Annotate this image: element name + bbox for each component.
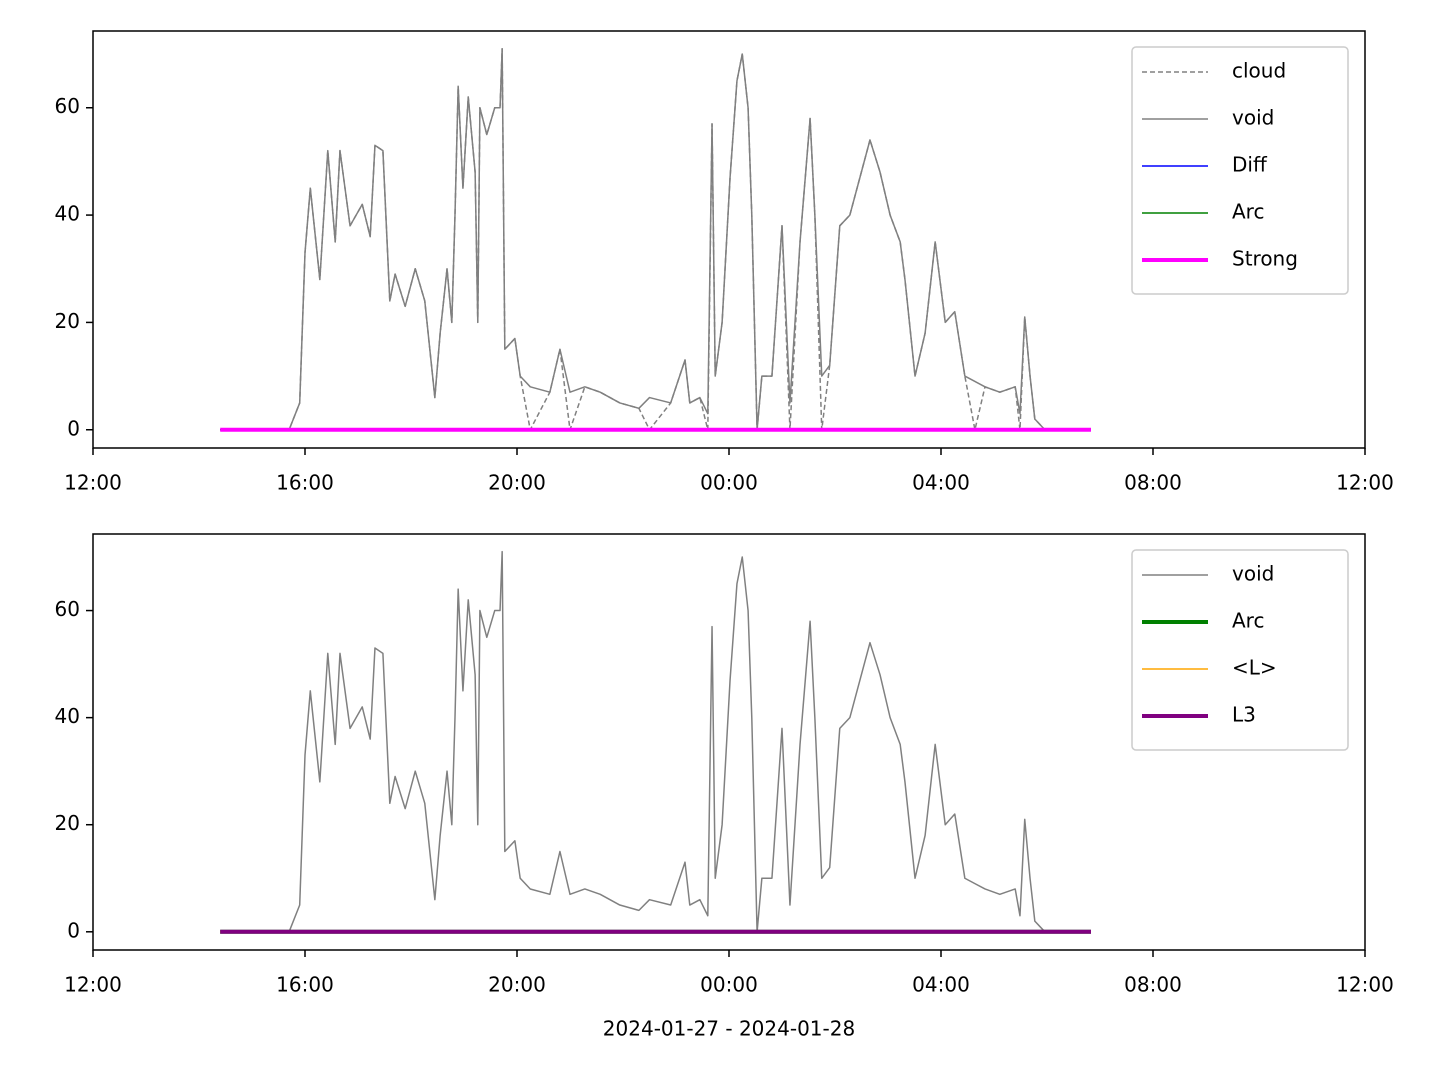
legend-box [1131,549,1349,751]
series-line [220,550,1091,933]
legend-label: <L> [1232,656,1277,680]
plot-frame [92,30,1366,449]
x-tick-label: 04:00 [912,471,970,495]
legend-label: Diff [1232,153,1268,177]
y-tick-label: 0 [67,918,80,942]
series-line [220,47,1091,431]
x-tick-label: 20:00 [488,471,546,495]
legend-label: L3 [1232,703,1256,727]
x-tick-label: 12:00 [1336,471,1394,495]
legend-label: cloud [1232,59,1286,83]
legend-label: void [1232,562,1274,586]
y-tick-label: 40 [55,704,80,728]
x-axis-label: 2024-01-27 - 2024-01-28 [603,1017,855,1041]
x-tick-label: 00:00 [700,471,758,495]
x-tick-label: 12:00 [64,471,122,495]
x-tick-label: 16:00 [276,973,334,997]
x-tick-label: 08:00 [1124,973,1182,997]
series-line [220,47,1091,431]
y-tick-label: 20 [55,309,80,333]
x-tick-label: 20:00 [488,973,546,997]
legend-label: Arc [1232,200,1264,224]
legend-label: Arc [1232,609,1264,633]
x-tick-label: 08:00 [1124,471,1182,495]
y-tick-label: 20 [55,811,80,835]
x-tick-label: 00:00 [700,973,758,997]
y-tick-label: 60 [55,94,80,118]
x-tick-label: 12:00 [64,973,122,997]
x-tick-label: 12:00 [1336,973,1394,997]
plot-frame [92,533,1366,951]
y-tick-label: 60 [55,597,80,621]
legend-box [1131,46,1349,295]
legend-label: Strong [1232,247,1298,271]
y-tick-label: 0 [67,416,80,440]
y-tick-label: 40 [55,202,80,226]
legend-label: void [1232,106,1274,130]
x-tick-label: 04:00 [912,973,970,997]
x-tick-label: 16:00 [276,471,334,495]
